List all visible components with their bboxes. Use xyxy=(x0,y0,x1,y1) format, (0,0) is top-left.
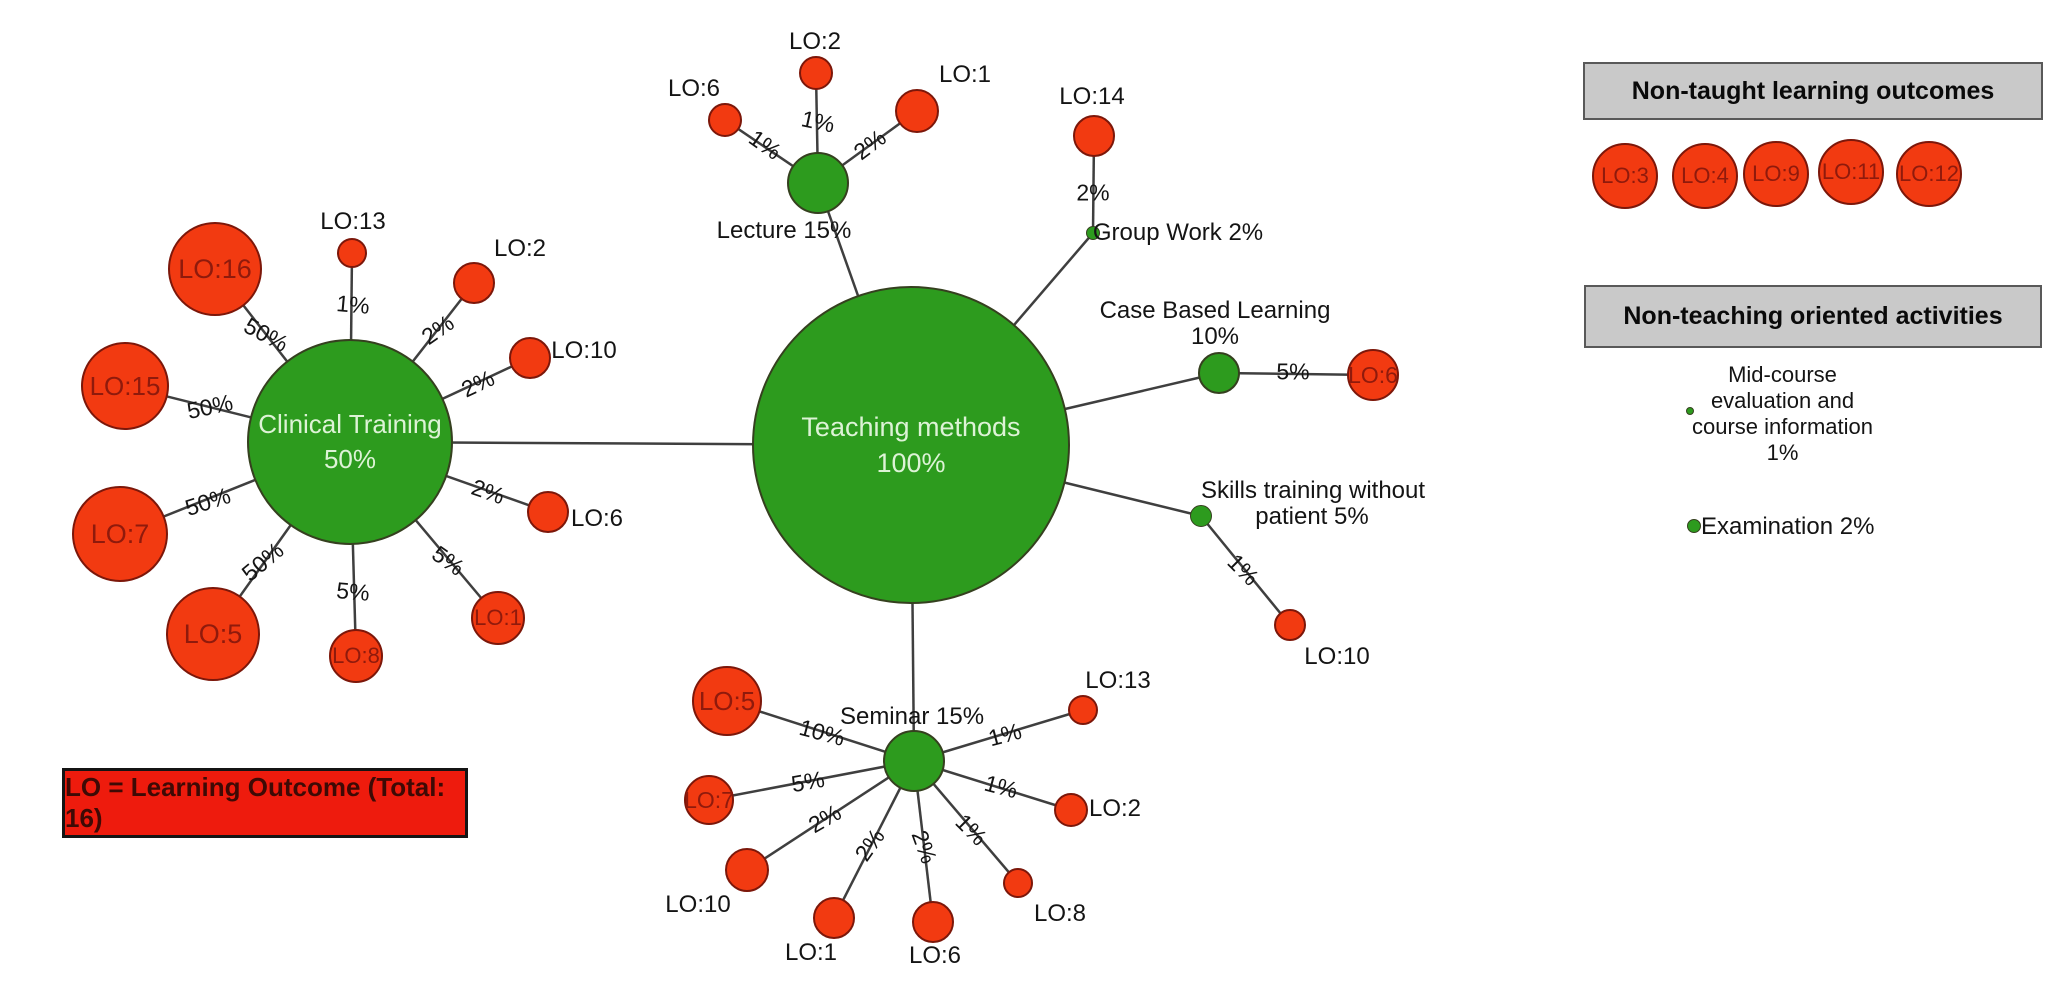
edge-pct-label: 5% xyxy=(789,765,827,798)
edge xyxy=(746,759,915,872)
teaching-methods-node: Teaching methods 100% xyxy=(752,286,1070,604)
outcome-node-lo16: LO:16 xyxy=(168,222,262,316)
teaching-methods-label-line1: Teaching methods xyxy=(801,411,1021,442)
outcome-label: LO:14 xyxy=(1059,83,1125,110)
outcome-label: LO:1 xyxy=(938,61,992,88)
case-based-learning-node xyxy=(1198,352,1240,394)
outcome-label: LO:15 xyxy=(89,370,161,401)
non-taught-title: Non-taught learning outcomes xyxy=(1631,76,1995,105)
outcome-label: LO:11 xyxy=(1821,159,1881,184)
outcome-label: LO:7 xyxy=(684,786,734,813)
outcome-node-lo12: LO:12 xyxy=(1896,141,1962,207)
outcome-node-lo9: LO:9 xyxy=(1743,141,1809,207)
group-work-node xyxy=(1086,226,1100,240)
non-teaching-title: Non-teaching oriented activities xyxy=(1623,302,2003,330)
seminar-label: Seminar 15% xyxy=(839,703,985,730)
midcourse-label-line1: Mid-course xyxy=(1728,362,1837,387)
outcome-node-lecture-lo2 xyxy=(799,56,833,90)
outcome-label: LO:7 xyxy=(90,518,150,549)
edge-pct-label: 1% xyxy=(335,290,371,319)
examination-label: Examination 2% xyxy=(1701,513,1875,540)
outcome-node-sem-lo13 xyxy=(1068,695,1098,725)
outcome-node-lo13 xyxy=(337,238,367,268)
outcome-label: LO:4 xyxy=(1681,163,1729,188)
outcome-label: LO:10 xyxy=(665,891,731,918)
case-based-learning-label-line2: 10% xyxy=(1190,323,1240,350)
skills-training-label-line2: patient 5% xyxy=(1255,503,1369,530)
non-taught-header: Non-taught learning outcomes xyxy=(1583,62,2043,120)
outcome-label: LO:6 xyxy=(1348,361,1398,388)
outcome-label: LO:6 xyxy=(908,942,962,969)
outcome-node-lo10 xyxy=(509,337,551,379)
non-teaching-header: Non-teaching oriented activities xyxy=(1584,285,2042,348)
teaching-methods-label: Teaching methods 100% xyxy=(801,409,1020,482)
outcome-label: LO:2 xyxy=(493,235,547,262)
outcome-node-lecture-lo6 xyxy=(708,103,742,137)
outcome-label: LO:3 xyxy=(1601,163,1649,188)
skills-training-label-line1: Skills training without xyxy=(1200,477,1426,504)
edge-pct-label: 5% xyxy=(335,577,371,606)
outcome-node-skills-lo10 xyxy=(1274,609,1306,641)
outcome-node-lo7: LO:7 xyxy=(72,486,168,582)
outcome-node-lo6 xyxy=(527,491,569,533)
clinical-training-label: Clinical Training 50% xyxy=(258,408,442,474)
edge xyxy=(1200,515,1291,626)
midcourse-label-line2: evaluation and xyxy=(1710,388,1855,413)
outcome-label: LO:16 xyxy=(178,253,252,284)
midcourse-label-line4: 1% xyxy=(1766,440,1799,465)
group-work-label: Group Work 2% xyxy=(1092,219,1264,246)
outcome-node-sem-lo7: LO:7 xyxy=(684,775,734,825)
outcome-node-sem-lo8 xyxy=(1003,868,1033,898)
edge-pct-label: 5% xyxy=(1276,358,1310,385)
edge xyxy=(708,759,915,802)
skills-training-node xyxy=(1190,505,1212,527)
outcome-node-lo5: LO:5 xyxy=(166,587,260,681)
midcourse-label-line3: course information xyxy=(1692,414,1873,439)
outcome-label: LO:1 xyxy=(474,605,522,630)
examination-dot xyxy=(1687,519,1701,533)
outcome-node-sem-lo5: LO:5 xyxy=(692,666,762,736)
outcome-label: LO:12 xyxy=(1899,161,1959,186)
edge-pct-label: 2% xyxy=(1076,179,1110,206)
outcome-label: LO:6 xyxy=(667,75,721,102)
lecture-node xyxy=(787,152,849,214)
outcome-node-sem-lo6 xyxy=(912,901,954,943)
legend-label: LO = Learning Outcome (Total: 16) xyxy=(65,772,446,833)
legend-box: LO = Learning Outcome (Total: 16) xyxy=(62,768,468,838)
outcome-node-sem-lo10 xyxy=(725,848,769,892)
outcome-label: LO:1 xyxy=(784,939,838,966)
outcome-label: LO:5 xyxy=(183,618,243,649)
outcome-label: LO:2 xyxy=(1088,795,1142,822)
teaching-methods-label-line2: 100% xyxy=(876,448,946,478)
outcome-node-lo1: LO:1 xyxy=(471,591,525,645)
midcourse-dot xyxy=(1686,407,1694,415)
outcome-label: LO:8 xyxy=(332,643,380,668)
outcome-label: LO:13 xyxy=(320,208,386,235)
outcome-node-sem-lo1 xyxy=(813,897,855,939)
outcome-node-lo3: LO:3 xyxy=(1592,143,1658,209)
outcome-node-lecture-lo1 xyxy=(895,89,939,133)
outcome-label: LO:6 xyxy=(570,505,624,532)
clinical-training-node: Clinical Training 50% xyxy=(247,339,453,545)
case-based-learning-label-line1: Case Based Learning xyxy=(1099,297,1331,324)
outcome-label: LO:10 xyxy=(551,337,617,364)
outcome-node-lo14 xyxy=(1073,115,1115,157)
lecture-label: Lecture 15% xyxy=(716,217,852,244)
seminar-node xyxy=(883,730,945,792)
outcome-label: LO:10 xyxy=(1304,643,1370,670)
outcome-label: LO:13 xyxy=(1085,667,1151,694)
outcome-node-sem-lo2 xyxy=(1054,793,1088,827)
midcourse-label: Mid-course evaluation and course informa… xyxy=(1655,362,1910,466)
outcome-node-lo4: LO:4 xyxy=(1672,143,1738,209)
outcome-node-lo2 xyxy=(453,262,495,304)
outcome-node-lo15: LO:15 xyxy=(81,342,169,430)
outcome-label: LO:8 xyxy=(1033,900,1087,927)
outcome-label: LO:5 xyxy=(698,685,756,716)
outcome-node-lo8: LO:8 xyxy=(329,629,383,683)
outcome-node-lo11: LO:11 xyxy=(1818,139,1884,205)
outcome-label: LO:9 xyxy=(1752,161,1800,186)
outcome-label: LO:2 xyxy=(788,28,842,55)
outcome-node-cbl-lo6: LO:6 xyxy=(1347,349,1399,401)
